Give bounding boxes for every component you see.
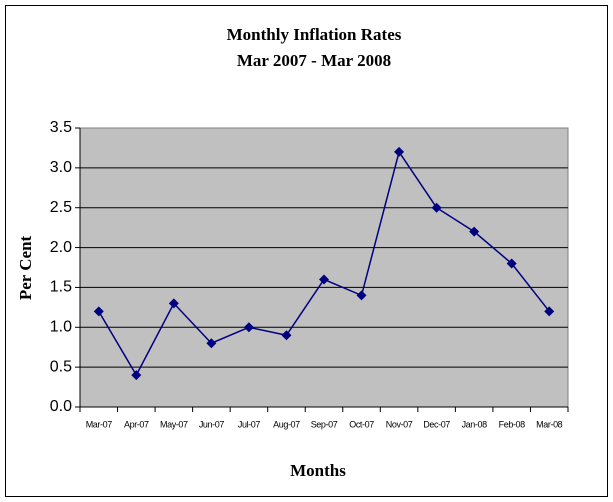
marker (394, 146, 405, 157)
x-tick-label: Jan-08 (462, 419, 488, 429)
marker (131, 370, 142, 381)
y-tick-label: 1.5 (50, 279, 72, 296)
x-tick-label: Mar-08 (536, 419, 563, 429)
chart-subtitle: Mar 2007 - Mar 2008 (237, 51, 391, 70)
y-tick-label: 2.5 (50, 199, 72, 216)
plot-area (79, 127, 569, 408)
marker (243, 322, 254, 333)
x-tick-label: Aug-07 (273, 419, 300, 429)
x-tick-label: Mar-07 (86, 419, 113, 429)
marker (356, 290, 367, 301)
x-tick-label: Sep-07 (311, 419, 338, 429)
marker (431, 202, 442, 213)
x-tick-label: Nov-07 (386, 419, 413, 429)
marker (469, 226, 480, 237)
x-tick-label: Dec-07 (423, 419, 450, 429)
x-tick-label: May-07 (160, 419, 188, 429)
marker (93, 306, 104, 317)
y-axis-label: Per Cent (16, 235, 35, 300)
x-tick-label: Oct-07 (349, 419, 374, 429)
y-tick-label: 3.0 (50, 159, 72, 176)
marker (168, 298, 179, 309)
x-tick-label: Jul-07 (238, 419, 261, 429)
x-tick-label: Apr-07 (124, 419, 149, 429)
marker (544, 306, 555, 317)
y-tick-label: 0.5 (50, 358, 72, 375)
y-tick-label: 2.0 (50, 239, 72, 256)
marker (206, 338, 217, 349)
x-tick-label: Jun-07 (199, 419, 225, 429)
y-tick-label: 0.0 (50, 398, 72, 415)
x-axis-label: Months (290, 461, 346, 480)
y-tick-label: 1.0 (50, 319, 72, 336)
marker (506, 258, 517, 269)
marker (281, 330, 292, 341)
y-tick-label: 3.5 (50, 119, 72, 136)
marker (319, 274, 329, 285)
chart-title: Monthly Inflation Rates (227, 25, 402, 44)
x-tick-label: Feb-08 (499, 419, 526, 429)
